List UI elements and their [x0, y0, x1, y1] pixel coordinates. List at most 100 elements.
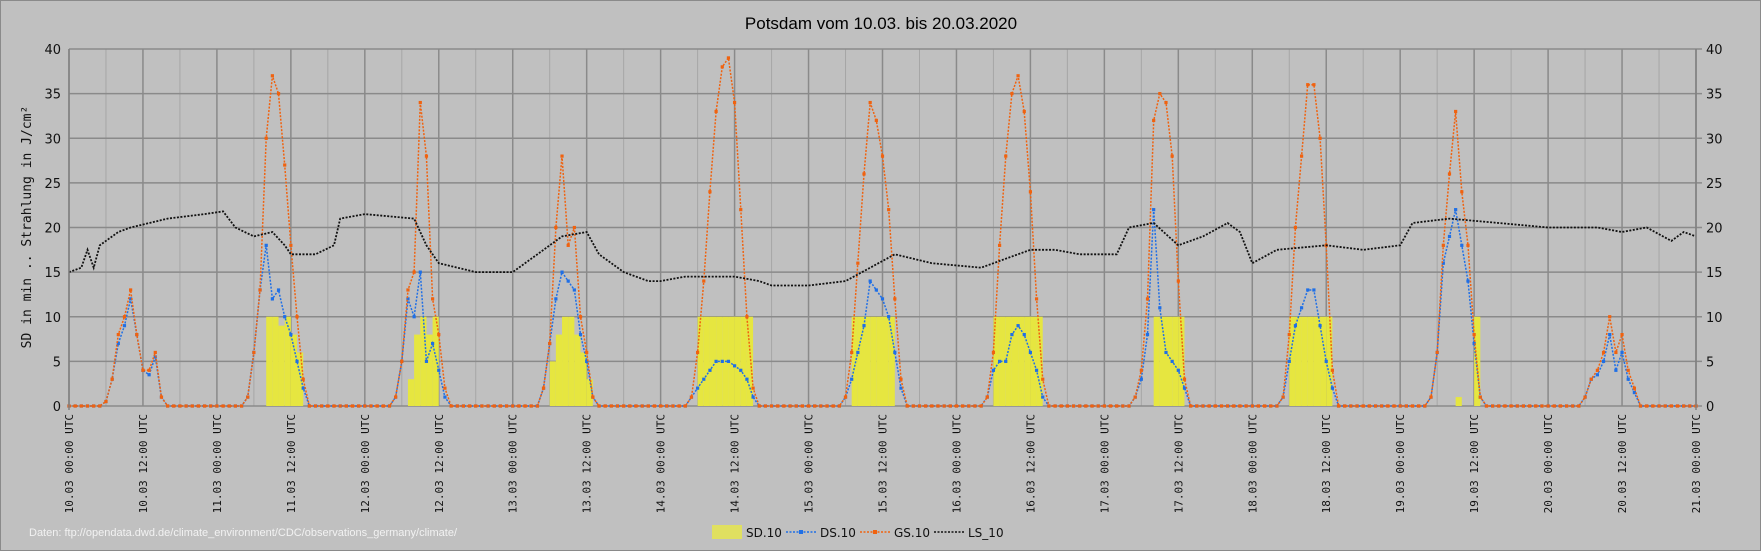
legend-label: LS_10 [968, 526, 1004, 540]
gs-10-marker [991, 350, 996, 355]
gs-10-marker [357, 404, 361, 408]
gs-10-marker [1084, 404, 1088, 408]
ds-10-marker [283, 315, 287, 319]
gs-10-marker [196, 404, 201, 408]
y-axis-label: SD in min .. Strahlung in J/cm² [20, 106, 35, 349]
gs-10-marker [492, 404, 496, 408]
ds-10-marker [566, 279, 570, 283]
gs-10-marker [307, 404, 311, 408]
ds-10-marker [714, 359, 718, 363]
gs-10-marker [326, 404, 330, 408]
x-tick-label: 17.03 12:00 UTC [1172, 414, 1185, 513]
sd-bar [562, 316, 569, 406]
gs-10-marker [449, 404, 453, 408]
gs-10-marker [714, 109, 718, 114]
gs-10-marker [615, 404, 620, 408]
sd-bar [864, 316, 871, 406]
gs-10-marker [313, 404, 318, 408]
sd-bar [1289, 316, 1296, 406]
gs-10-marker [159, 395, 164, 399]
gs-10-marker [233, 404, 237, 408]
ds-10-marker [899, 386, 903, 390]
x-tick-label: 18.03 12:00 UTC [1320, 414, 1333, 513]
gs-10-marker [276, 92, 281, 96]
gs-10-marker [1299, 154, 1304, 158]
sd-bar [1165, 316, 1173, 406]
gs-10-marker [1133, 395, 1137, 399]
sd-bar [740, 316, 747, 406]
ds-10-marker [1170, 359, 1174, 363]
gs-10-marker [1528, 404, 1532, 408]
y-tick-label-right: 35 [1706, 88, 1723, 103]
ds-10-marker [431, 341, 435, 346]
ds-10-marker [1306, 288, 1310, 292]
gs-10-marker [1053, 404, 1057, 408]
gs-10-marker [732, 100, 737, 105]
gs-10-marker [424, 154, 429, 158]
gs-10-marker [1115, 404, 1119, 408]
gs-10-marker [1034, 297, 1039, 301]
x-tick-label: 11.03 12:00 UTC [285, 414, 298, 513]
sd-bar [284, 316, 291, 406]
gs-10-marker [1158, 92, 1162, 96]
ds-10-marker [437, 368, 441, 372]
gs-10-marker [1028, 190, 1033, 194]
gs-10-marker [1336, 404, 1341, 408]
gs-10-marker [1675, 404, 1680, 408]
gs-10-marker [1355, 404, 1359, 408]
gs-10-marker [1306, 83, 1310, 87]
gs-10-marker [79, 404, 83, 408]
ds-10-marker [745, 377, 749, 381]
gs-10-marker [893, 297, 897, 301]
gs-10-marker [1195, 404, 1199, 408]
y-tick-label-right: 30 [1706, 132, 1723, 147]
gs-10-marker [252, 350, 256, 355]
sd-bar [407, 379, 415, 406]
sd-bar [420, 316, 427, 406]
ds-10-marker [412, 315, 416, 319]
gs-10-marker [905, 404, 909, 408]
gs-10-marker [209, 404, 213, 408]
gs-10-marker [572, 225, 576, 230]
gs-10-marker [184, 404, 188, 408]
x-tick-label: 12.03 00:00 UTC [359, 414, 372, 513]
x-tick-label: 14.03 00:00 UTC [655, 414, 668, 513]
gs-10-marker [1491, 404, 1495, 408]
gs-10-marker [708, 190, 712, 194]
gs-10-marker [652, 404, 657, 408]
gs-10-marker [1287, 333, 1291, 337]
gs-10-marker [135, 333, 139, 337]
gs-10-marker [720, 65, 724, 69]
gs-10-marker [1219, 404, 1224, 408]
gs-10-marker [1435, 350, 1439, 355]
gs-10-marker [535, 404, 539, 408]
ds-10-marker [702, 377, 706, 381]
gs-10-marker [504, 404, 509, 408]
gs-10-marker [1583, 395, 1587, 399]
gs-10-marker [1595, 368, 1599, 372]
sd-bar [876, 316, 883, 406]
gs-10-marker [350, 404, 355, 408]
gs-10-marker [264, 136, 268, 140]
gs-10-marker [381, 404, 385, 408]
gs-10-marker [387, 404, 392, 408]
gs-10-marker [467, 404, 472, 408]
gs-10-marker [1127, 404, 1131, 408]
gs-10-marker [813, 404, 817, 408]
gs-10-marker [202, 404, 207, 408]
ds-10-marker [732, 364, 737, 368]
gs-10-marker [431, 297, 435, 301]
gs-10-marker [1589, 377, 1593, 381]
y-tick-label-right: 20 [1706, 222, 1723, 237]
gs-10-marker [739, 208, 743, 212]
x-tick-label: 11.03 00:00 UTC [211, 414, 224, 513]
sd-bar [290, 334, 298, 406]
gs-10-marker [1004, 154, 1008, 158]
gs-10-marker [1478, 395, 1482, 399]
gs-10-marker [363, 404, 367, 408]
gs-10-marker [1226, 404, 1230, 408]
ds-10-marker [560, 270, 564, 274]
gs-10-marker [141, 368, 145, 372]
ds-10-marker [1454, 208, 1458, 212]
x-tick-label: 13.03 12:00 UTC [581, 414, 594, 513]
